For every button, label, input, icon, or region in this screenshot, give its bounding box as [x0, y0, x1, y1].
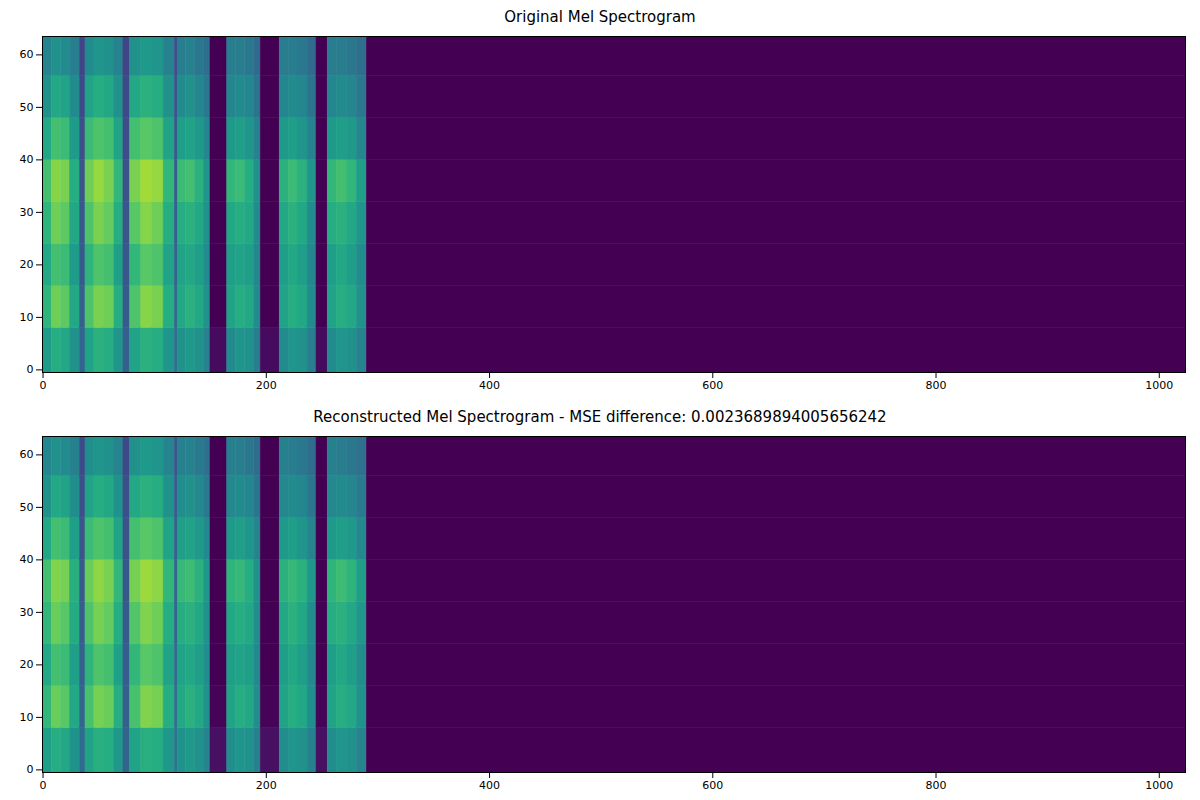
svg-text:0: 0: [27, 363, 34, 376]
svg-text:0: 0: [40, 379, 47, 392]
svg-text:20: 20: [20, 258, 34, 271]
svg-text:60: 60: [20, 448, 34, 461]
svg-text:400: 400: [479, 779, 500, 792]
svg-text:800: 800: [926, 779, 947, 792]
svg-text:600: 600: [702, 779, 723, 792]
svg-text:10: 10: [20, 311, 34, 324]
svg-text:10: 10: [20, 711, 34, 724]
svg-text:40: 40: [20, 553, 34, 566]
svg-text:50: 50: [20, 101, 34, 114]
svg-text:400: 400: [479, 379, 500, 392]
html-text:Reconstructed Mel Spectrogram: Reconstructed Mel Spectrogram - MSE diff…: [313, 408, 887, 426]
svg-text:0: 0: [27, 763, 34, 776]
svg-text:600: 600: [702, 379, 723, 392]
svg-text:0: 0: [40, 779, 47, 792]
svg-text:30: 30: [20, 206, 34, 219]
svg-text:30: 30: [20, 606, 34, 619]
svg-text:40: 40: [20, 153, 34, 166]
svg-text:50: 50: [20, 501, 34, 514]
svg-text:1000: 1000: [1145, 379, 1173, 392]
svg-text:200: 200: [256, 779, 277, 792]
html-text:Original Mel Spectrogram: Original Mel Spectrogram: [504, 8, 696, 26]
svg-text:1000: 1000: [1145, 779, 1173, 792]
svg-text:60: 60: [20, 48, 34, 61]
svg-text:20: 20: [20, 658, 34, 671]
svg-text:800: 800: [926, 379, 947, 392]
svg-text:200: 200: [256, 379, 277, 392]
